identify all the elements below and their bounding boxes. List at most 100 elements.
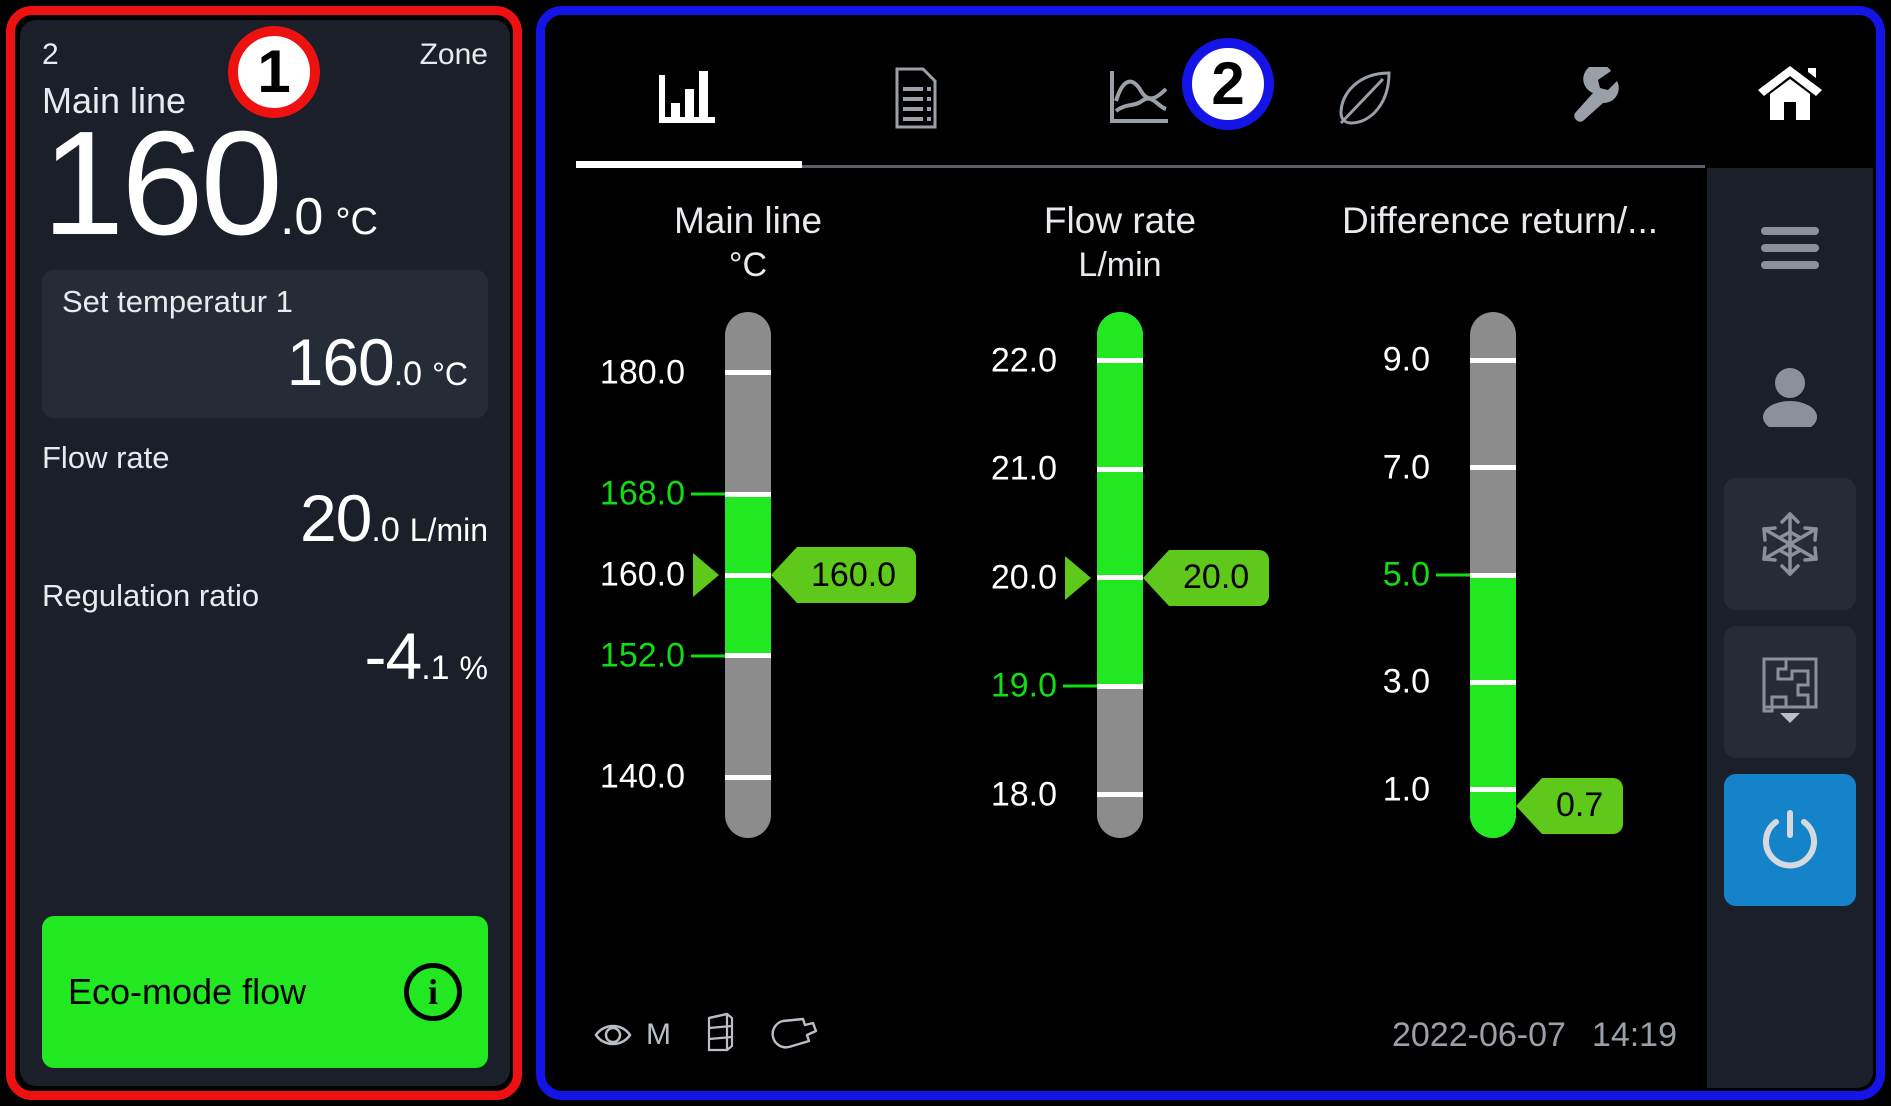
gauge-track xyxy=(1097,312,1143,838)
tab-service[interactable] xyxy=(1479,28,1705,168)
gauge-unit: °C xyxy=(728,246,768,284)
gauge-difference-return: Difference return/... 9.0 7.0 5.0 3.0 1.0 0.7 xyxy=(1290,178,1710,978)
gauge-track xyxy=(1470,312,1516,838)
gauge-tick xyxy=(1470,679,1516,685)
snowflake-icon xyxy=(1762,512,1818,576)
eye-monitor-label: M xyxy=(646,1018,671,1051)
channel-title: Main line xyxy=(42,80,187,121)
flow-rate-frac: .0 xyxy=(371,511,400,550)
gauge-setpoint-marker xyxy=(1065,555,1091,600)
regulation-ratio-int: -4 xyxy=(364,619,423,694)
sidebar-buttons xyxy=(1707,168,1873,1088)
flow-rate-int: 20 xyxy=(299,481,372,556)
gauge-tick-label: 180.0 xyxy=(599,353,685,392)
database-stack-icon[interactable] xyxy=(705,1012,735,1059)
main-temperature-int: 160 xyxy=(42,101,283,266)
regulation-ratio-label: Regulation ratio xyxy=(42,578,260,614)
gauge-title: Main line xyxy=(673,200,823,241)
leaf-icon xyxy=(1339,71,1391,125)
gauge-tick xyxy=(1097,792,1143,798)
gauge-tick-label: 7.0 xyxy=(1382,448,1430,487)
gauge-tick-leader xyxy=(1436,573,1470,577)
tabbar xyxy=(576,28,1705,168)
zone-number: 2 xyxy=(42,38,59,71)
sidebar-item-menu[interactable] xyxy=(1724,182,1856,314)
tab-trend[interactable] xyxy=(1028,28,1254,168)
gauge-title: Flow rate xyxy=(1043,200,1197,241)
sidebar-item-mold[interactable] xyxy=(1724,626,1856,758)
zone-label: Zone xyxy=(419,38,488,71)
gauge-area: Main line °C 180.0 168.0 160.0 152.0 140.0 16… xyxy=(548,178,1707,978)
main-view-panel: Main line °C 180.0 168.0 160.0 152.0 140.0 16… xyxy=(548,18,1873,1088)
gauge-tick xyxy=(1470,465,1516,471)
setpoint-value: 160 .0 °C xyxy=(62,324,468,400)
statusbar-icons: M xyxy=(594,1012,821,1059)
tab-eco[interactable] xyxy=(1253,28,1479,168)
setpoint-frac: .0 xyxy=(393,355,423,394)
gauge-value-callout: 20.0 xyxy=(1142,549,1270,606)
main-temperature-frac: .0 xyxy=(279,188,324,246)
gauge-tick xyxy=(1470,357,1516,363)
tab-bar-chart[interactable] xyxy=(576,28,802,168)
gauge-tick xyxy=(1097,683,1143,689)
mold-icon xyxy=(1762,657,1818,723)
line-chart-icon xyxy=(1110,71,1169,123)
flow-rate-unit: L/min xyxy=(409,512,488,549)
annotation-badge-2: 2 xyxy=(1182,38,1274,130)
setpoint-int: 160 xyxy=(286,325,395,400)
gauge-value-callout: 160.0 xyxy=(770,547,917,603)
zone-header: 2 Zone xyxy=(42,38,488,72)
gauge-tick-label: 20.0 xyxy=(990,558,1057,597)
gauge-tick-label: 18.0 xyxy=(990,775,1057,814)
gauge-tick xyxy=(1470,572,1516,578)
home-icon xyxy=(1758,66,1822,120)
gauge-tick-label: 19.0 xyxy=(990,666,1057,705)
sidebar-item-home[interactable] xyxy=(1707,18,1873,168)
main-temperature-unit: °C xyxy=(335,201,378,243)
tabbar-wrap xyxy=(548,18,1873,168)
sidebar-item-cooling[interactable] xyxy=(1724,478,1856,610)
gauge-tick xyxy=(1097,575,1143,581)
main-view-inner: Main line °C 180.0 168.0 160.0 152.0 140.0 16… xyxy=(548,18,1873,1088)
eco-mode-banner[interactable]: Eco-mode flow i xyxy=(42,916,488,1068)
gauge-tick xyxy=(725,370,771,376)
gauge-main-line: Main line °C 180.0 168.0 160.0 152.0 140.0 16… xyxy=(548,178,948,978)
statusbar-datetime: 2022-06-07 14:19 xyxy=(1392,1016,1677,1055)
hamburger-menu-icon xyxy=(1761,227,1819,269)
gauge-tick-label: 3.0 xyxy=(1382,662,1430,701)
eco-mode-label: Eco-mode flow xyxy=(68,971,307,1012)
setpoint-label: Set temperatur 1 xyxy=(62,284,293,320)
flow-rate-metric: Flow rate 20 .0 L/min xyxy=(42,440,488,556)
bar-chart-icon xyxy=(658,71,715,123)
gauge-tick-label: 140.0 xyxy=(599,757,685,796)
setpoint-unit: °C xyxy=(432,356,468,393)
right-sidebar xyxy=(1707,18,1873,1088)
tab-protocol[interactable] xyxy=(802,28,1028,168)
sidebar-item-user[interactable] xyxy=(1724,330,1856,462)
gauge-tick-label: 5.0 xyxy=(1382,555,1430,594)
sidebar-item-power[interactable] xyxy=(1724,774,1856,906)
gauge-tick-label: 21.0 xyxy=(990,449,1057,488)
status-time: 14:19 xyxy=(1591,1015,1677,1054)
eye-monitor-icon[interactable]: M xyxy=(594,1018,671,1052)
gauge-tick-label: 160.0 xyxy=(599,555,685,594)
gauge-tick xyxy=(725,491,771,497)
tabbar-divider xyxy=(576,165,1705,168)
info-icon[interactable]: i xyxy=(404,963,462,1021)
setpoint-card[interactable]: Set temperatur 1 160 .0 °C xyxy=(42,270,488,419)
status-date: 2022-06-07 xyxy=(1391,1015,1566,1054)
wrench-icon xyxy=(1574,67,1619,122)
document-list-icon xyxy=(895,67,937,129)
gauge-tick xyxy=(725,572,771,578)
gauge-tick-label: 9.0 xyxy=(1382,340,1430,379)
gauge-value-callout: 0.7 xyxy=(1515,777,1624,834)
statusbar: M 2022-06-07 xyxy=(548,982,1707,1088)
main-temperature-value: 160 .0 °C xyxy=(42,101,488,266)
gauge-fill xyxy=(1097,312,1143,687)
gauge-unit: L/min xyxy=(1078,246,1162,284)
usb-stick-icon[interactable] xyxy=(769,1015,821,1056)
gauge-tick-leader xyxy=(691,492,725,496)
annotation-badge-1: 1 xyxy=(228,26,320,118)
gauge-tick xyxy=(1097,358,1143,364)
gauge-tick-leader xyxy=(1063,684,1097,688)
